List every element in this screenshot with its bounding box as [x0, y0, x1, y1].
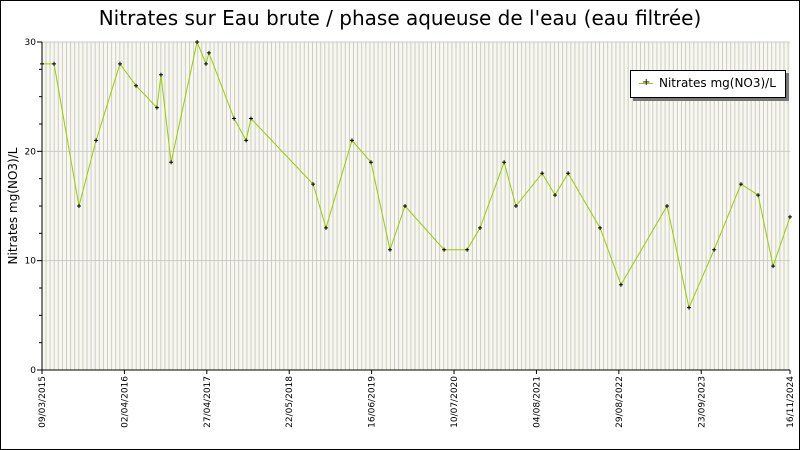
data-point-marker [712, 247, 717, 252]
data-point-marker [244, 138, 249, 143]
legend: + Nitrates mg(NO3)/L [630, 70, 786, 98]
data-point-marker [40, 61, 44, 66]
data-point-marker [502, 160, 507, 165]
data-point-marker [686, 305, 691, 310]
x-tick-label: 04/08/2021 [532, 376, 542, 428]
data-point-marker [403, 204, 408, 208]
data-point-marker [598, 225, 603, 230]
data-point-marker [76, 204, 81, 208]
data-point-marker [566, 171, 571, 176]
data-point-marker [134, 83, 139, 88]
y-tick-label: 10 [25, 257, 37, 267]
data-point-marker [349, 138, 354, 143]
data-point-marker [771, 264, 776, 269]
data-point-marker [158, 72, 163, 77]
legend-label: Nitrates mg(NO3)/L [659, 76, 776, 90]
data-point-marker [232, 116, 237, 121]
data-point-marker [311, 182, 316, 187]
x-tick-label: 22/05/2018 [285, 376, 295, 428]
legend-swatch [639, 83, 653, 84]
legend-marker-icon: + [642, 77, 651, 88]
data-point-marker [388, 247, 393, 252]
data-point-marker [248, 116, 253, 121]
chart-title: Nitrates sur Eau brute / phase aqueuse d… [98, 6, 702, 30]
x-tick-label: 16/06/2019 [368, 376, 378, 428]
x-tick-label: 29/08/2022 [615, 376, 625, 428]
data-point-marker [618, 282, 623, 287]
x-tick-label: 23/09/2023 [697, 376, 707, 428]
data-point-marker [442, 247, 447, 252]
data-point-marker [94, 138, 99, 143]
data-point-marker [788, 214, 792, 219]
data-point-marker [368, 160, 373, 165]
x-tick-label: 02/04/2016 [120, 376, 130, 428]
data-point-marker [756, 193, 761, 198]
data-point-marker [169, 160, 174, 165]
y-axis-label: Nitrates mg(NO3)/L [6, 147, 20, 264]
data-point-marker [52, 61, 57, 66]
x-tick-label: 10/07/2020 [450, 376, 460, 428]
data-point-marker [323, 225, 328, 230]
y-tick-label: 20 [25, 147, 37, 157]
data-point-marker [513, 204, 518, 208]
data-point-marker [465, 247, 470, 252]
data-point-marker [203, 61, 208, 66]
x-tick-label: 09/03/2015 [38, 376, 48, 428]
data-point-marker [665, 204, 670, 208]
x-tick-label: 27/04/2017 [203, 376, 213, 428]
y-tick-label: 0 [30, 366, 36, 376]
data-point-marker [540, 171, 545, 176]
data-point-marker [478, 225, 483, 230]
data-point-marker [206, 50, 211, 55]
data-point-marker [553, 193, 558, 198]
y-tick-label: 30 [25, 38, 37, 48]
data-point-marker [117, 61, 122, 66]
data-point-marker [738, 182, 743, 187]
x-tick-label: 16/11/2024 [786, 376, 796, 428]
data-point-marker [195, 40, 200, 44]
data-point-marker [154, 105, 159, 110]
series-line [42, 40, 791, 310]
